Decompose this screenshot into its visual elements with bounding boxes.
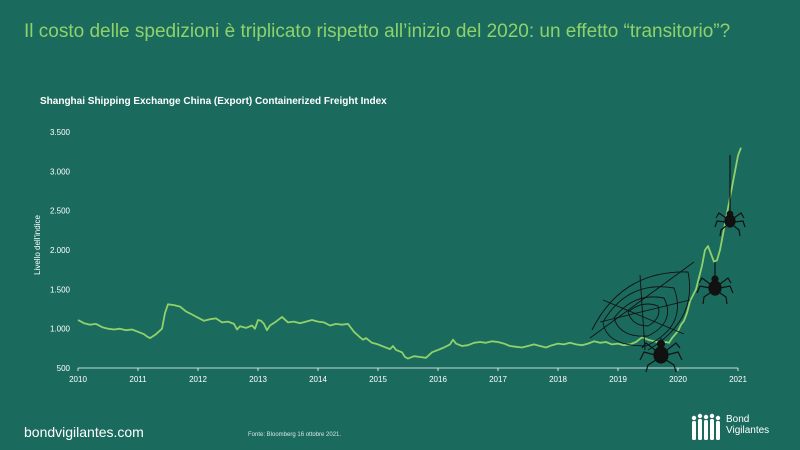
chart-subtitle: Shanghai Shipping Exchange China (Export… [40, 96, 387, 107]
x-tick-label: 2017 [489, 375, 507, 384]
y-tick-label: 1.000 [50, 325, 71, 334]
x-tick-label: 2013 [249, 375, 267, 384]
x-tick-label: 2010 [69, 375, 87, 384]
people-silhouette-icon [691, 413, 721, 440]
website-link[interactable]: bondvigilantes.com [24, 424, 144, 440]
x-tick-label: 2020 [669, 375, 687, 384]
x-tick-label: 2012 [189, 375, 207, 384]
page-title: Il costo delle spedizioni è triplicato r… [24, 21, 731, 42]
y-tick-label: 3.000 [50, 167, 71, 176]
y-tick-label: 1.500 [50, 285, 71, 294]
y-tick-label: 3.500 [50, 128, 71, 137]
x-tick-label: 2014 [309, 375, 327, 384]
x-tick-label: 2018 [549, 375, 567, 384]
bond-vigilantes-logo: Bond Vigilantes [690, 412, 790, 442]
y-tick-label: 2.000 [50, 246, 71, 255]
series-line [77, 147, 742, 360]
logo-word-vigilantes: Vigilantes [726, 425, 770, 436]
spider-web-icon [589, 261, 695, 351]
x-tick-label: 2016 [429, 375, 447, 384]
y-tick-label: 2.500 [50, 207, 71, 216]
spider-icon [714, 155, 746, 237]
spider-icon [696, 262, 734, 305]
y-axis-label: Livello dell'indice [33, 215, 42, 275]
source-note: Fonte: Bloomberg 16 ottobre 2021. [248, 432, 342, 438]
spider-icon [639, 338, 683, 373]
x-tick-label: 2011 [129, 375, 147, 384]
logo-word-bond: Bond [726, 414, 750, 425]
x-tick-label: 2019 [609, 375, 627, 384]
x-tick-label: 2021 [729, 375, 747, 384]
y-tick-label: 500 [57, 364, 71, 373]
x-tick-label: 2015 [369, 375, 387, 384]
